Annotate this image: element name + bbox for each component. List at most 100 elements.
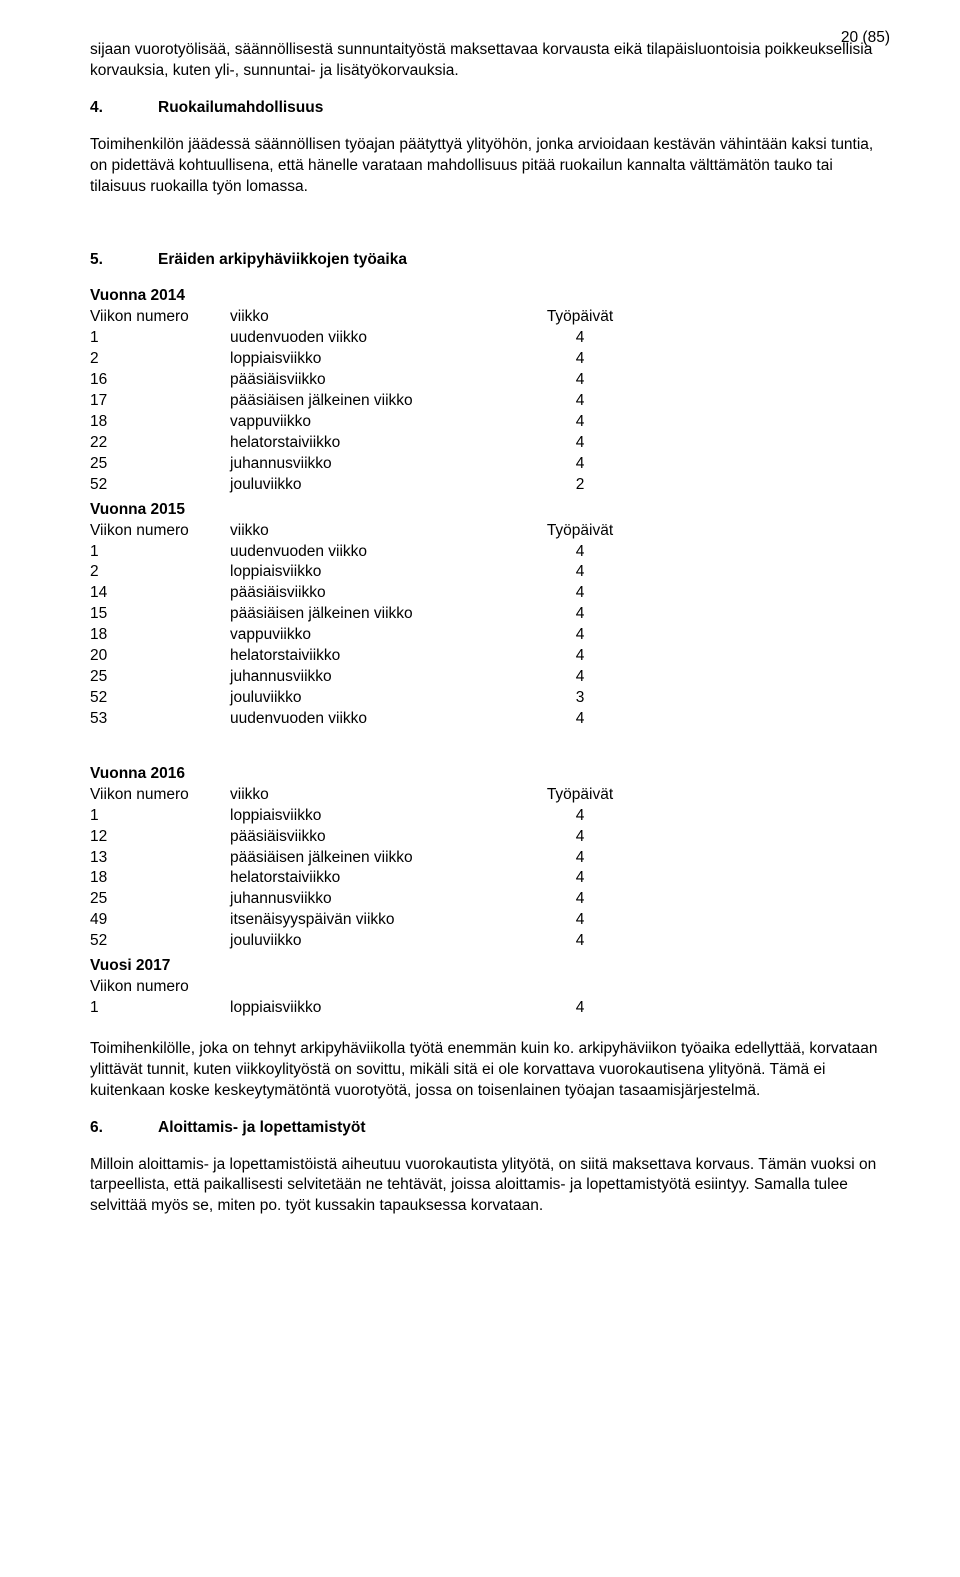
table-row: 52jouluviikko2	[90, 475, 890, 496]
cell-weekname: juhannusviikko	[230, 454, 530, 475]
table-row: 2loppiaisviikko4	[90, 349, 890, 370]
col-week: viikko	[230, 785, 530, 806]
cell-weeknum: 20	[90, 646, 230, 667]
cell-weekname: pääsiäisviikko	[230, 583, 530, 604]
cell-weekname: jouluviikko	[230, 688, 530, 709]
table-row: 25juhannusviikko4	[90, 889, 890, 910]
cell-weeknum: 1	[90, 998, 230, 1019]
cell-days: 4	[530, 604, 630, 625]
cell-weeknum: 18	[90, 868, 230, 889]
cell-weekname: itsenäisyyspäivän viikko	[230, 910, 530, 931]
table-row: 52jouluviikko3	[90, 688, 890, 709]
section-5-number: 5.	[90, 250, 110, 271]
cell-weeknum: 52	[90, 475, 230, 496]
section-4-number: 4.	[90, 98, 110, 119]
table-row: 18helatorstaiviikko4	[90, 868, 890, 889]
section-6-body: Milloin aloittamis- ja lopettamistöistä …	[90, 1155, 890, 1218]
cell-weekname: vappuviikko	[230, 412, 530, 433]
cell-weeknum: 25	[90, 667, 230, 688]
cell-weekname: uudenvuoden viikko	[230, 328, 530, 349]
table-row: 53uudenvuoden viikko4	[90, 709, 890, 730]
table-row: 14pääsiäisviikko4	[90, 583, 890, 604]
table-row: 25juhannusviikko4	[90, 667, 890, 688]
cell-weeknum: 12	[90, 827, 230, 848]
cell-weeknum: 52	[90, 931, 230, 952]
cell-days: 4	[530, 806, 630, 827]
cell-weeknum: 25	[90, 889, 230, 910]
cell-days: 4	[530, 583, 630, 604]
cell-weekname: pääsiäisen jälkeinen viikko	[230, 604, 530, 625]
year-2014-label: Vuonna 2014	[90, 286, 890, 307]
cell-days: 4	[530, 868, 630, 889]
section-4-title: Ruokailumahdollisuus	[158, 98, 323, 119]
cell-days: 4	[530, 646, 630, 667]
cell-days: 4	[530, 931, 630, 952]
col-week: viikko	[230, 307, 530, 328]
cell-weeknum: 1	[90, 328, 230, 349]
cell-days: 4	[530, 454, 630, 475]
cell-weeknum: 52	[90, 688, 230, 709]
cell-weekname: vappuviikko	[230, 625, 530, 646]
table-row: 2loppiaisviikko4	[90, 562, 890, 583]
year-2016-label: Vuonna 2016	[90, 764, 890, 785]
col-days: Työpäivät	[530, 307, 630, 328]
cell-days: 4	[530, 889, 630, 910]
table-row: 1loppiaisviikko4	[90, 998, 890, 1019]
cell-weeknum: 2	[90, 349, 230, 370]
table-row: 52jouluviikko4	[90, 931, 890, 952]
cell-weekname: loppiaisviikko	[230, 998, 530, 1019]
cell-weeknum: 2	[90, 562, 230, 583]
cell-weekname: helatorstaiviikko	[230, 868, 530, 889]
cell-weekname: loppiaisviikko	[230, 562, 530, 583]
table-row: 13pääsiäisen jälkeinen viikko4	[90, 848, 890, 869]
cell-days: 4	[530, 433, 630, 454]
cell-weeknum: 18	[90, 625, 230, 646]
cell-weeknum: 13	[90, 848, 230, 869]
cell-weekname: pääsiäisviikko	[230, 827, 530, 848]
cell-days: 4	[530, 910, 630, 931]
page-number: 20 (85)	[841, 28, 890, 49]
cell-weekname: uudenvuoden viikko	[230, 709, 530, 730]
col-weeknum: Viikon numero	[90, 977, 230, 998]
cell-weekname: pääsiäisviikko	[230, 370, 530, 391]
col-week: viikko	[230, 521, 530, 542]
cell-days: 4	[530, 542, 630, 563]
cell-days: 4	[530, 349, 630, 370]
cell-weeknum: 49	[90, 910, 230, 931]
year-2017-label: Vuosi 2017	[90, 956, 890, 977]
cell-weekname: jouluviikko	[230, 475, 530, 496]
table-row: 20helatorstaiviikko4	[90, 646, 890, 667]
table-row: 49itsenäisyyspäivän viikko4	[90, 910, 890, 931]
cell-weeknum: 16	[90, 370, 230, 391]
table-row: 15pääsiäisen jälkeinen viikko4	[90, 604, 890, 625]
cell-weeknum: 17	[90, 391, 230, 412]
table-row: 1uudenvuoden viikko4	[90, 542, 890, 563]
cell-days: 4	[530, 709, 630, 730]
cell-weeknum: 1	[90, 542, 230, 563]
cell-weekname: pääsiäisen jälkeinen viikko	[230, 391, 530, 412]
col-days: Työpäivät	[530, 785, 630, 806]
section-5-footer: Toimihenkilölle, joka on tehnyt arkipyhä…	[90, 1039, 890, 1102]
cell-days: 4	[530, 667, 630, 688]
cell-days: 4	[530, 562, 630, 583]
table-row: 12pääsiäisviikko4	[90, 827, 890, 848]
cell-days: 4	[530, 848, 630, 869]
col-weeknum: Viikon numero	[90, 307, 230, 328]
cell-weekname: pääsiäisen jälkeinen viikko	[230, 848, 530, 869]
col-days: Työpäivät	[530, 521, 630, 542]
table-row: 1uudenvuoden viikko4	[90, 328, 890, 349]
table-row: 1loppiaisviikko4	[90, 806, 890, 827]
cell-weekname: helatorstaiviikko	[230, 433, 530, 454]
cell-days: 4	[530, 391, 630, 412]
table-row: 18vappuviikko4	[90, 625, 890, 646]
table-row: 18vappuviikko4	[90, 412, 890, 433]
cell-weeknum: 1	[90, 806, 230, 827]
cell-weekname: uudenvuoden viikko	[230, 542, 530, 563]
section-5-title: Eräiden arkipyhäviikkojen työaika	[158, 250, 407, 271]
cell-weekname: helatorstaiviikko	[230, 646, 530, 667]
cell-weeknum: 25	[90, 454, 230, 475]
section-4-body: Toimihenkilön jäädessä säännöllisen työa…	[90, 135, 890, 198]
cell-days: 4	[530, 328, 630, 349]
cell-weeknum: 53	[90, 709, 230, 730]
cell-days: 4	[530, 827, 630, 848]
